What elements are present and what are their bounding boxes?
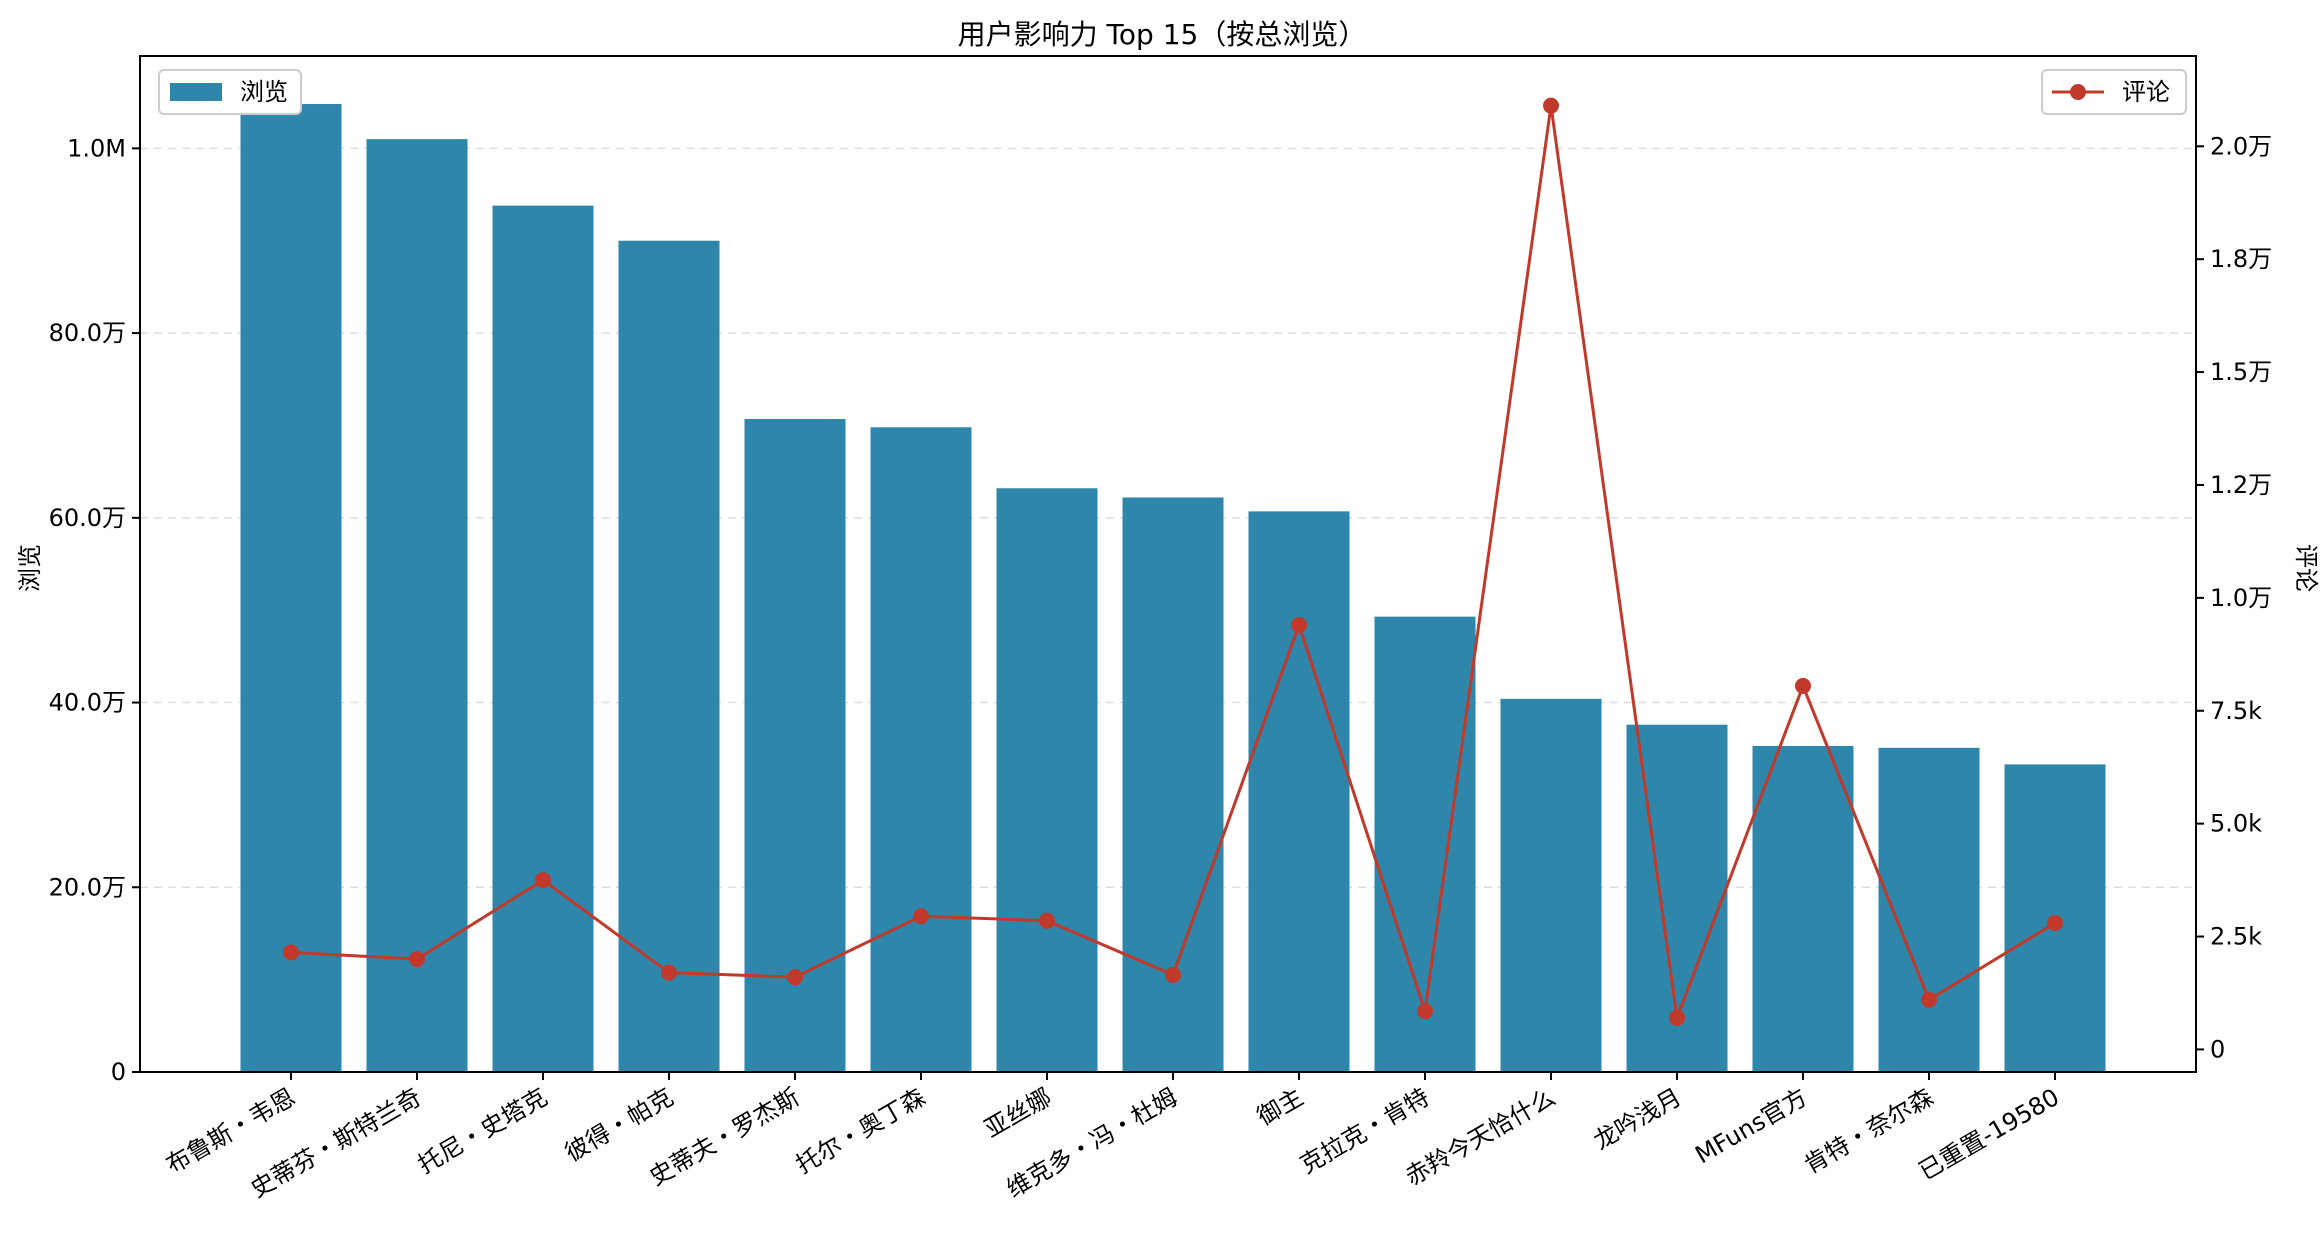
bar — [996, 488, 1098, 1072]
line-point — [1165, 966, 1181, 983]
bar — [1248, 511, 1350, 1072]
y2-tick-label: 1.5万 — [2210, 358, 2272, 386]
legend-comments-label: 评论 — [2122, 78, 2170, 106]
line-point — [1291, 616, 1307, 633]
bar — [240, 104, 342, 1072]
bar-series — [240, 104, 2106, 1073]
y-tick-label: 80.0万 — [49, 319, 126, 347]
line-point — [661, 964, 677, 981]
line-point — [1039, 912, 1055, 929]
x-tick-label: 托尔・奥丁森 — [791, 1083, 930, 1179]
bar — [1878, 747, 1980, 1072]
legend-comments: 评论 — [2041, 69, 2187, 115]
line-point — [1795, 677, 1811, 694]
y2-tick-label: 1.8万 — [2210, 245, 2272, 273]
line-point — [1543, 97, 1559, 114]
y2-tick-label: 2.0万 — [2210, 132, 2272, 160]
x-tick-label: 彼得・帕克 — [560, 1083, 678, 1167]
x-tick-label: 亚丝娜 — [980, 1083, 1056, 1143]
y2-tick-label: 5.0k — [2210, 810, 2262, 838]
bar — [870, 427, 972, 1072]
y-tick-label: 0 — [111, 1058, 126, 1086]
legend-views-label: 浏览 — [240, 78, 288, 106]
line-series — [283, 97, 2063, 1026]
x-tick-label: 龙吟浅月 — [1589, 1083, 1686, 1155]
y2-tick-label: 1.2万 — [2210, 471, 2272, 499]
legend-views: 浏览 — [158, 69, 302, 115]
y-tick-label: 60.0万 — [49, 504, 126, 532]
bar — [1752, 745, 1854, 1072]
y2-tick-label: 2.5k — [2210, 923, 2262, 951]
left-axis-ticks: 0 20.0万 40.0万 60.0万 80.0万 1.0M — [49, 134, 140, 1086]
line-point — [1669, 1009, 1685, 1026]
y-tick-label: 20.0万 — [49, 873, 126, 901]
y2-tick-label: 7.5k — [2210, 697, 2262, 725]
line-point — [283, 944, 299, 961]
y2-tick-label: 0 — [2210, 1035, 2225, 1063]
y-tick-label: 40.0万 — [49, 689, 126, 717]
right-axis-ticks: 0 2.5k 5.0k 7.5k 1.0万 1.2万 1.5万 1.8万 2.0万 — [2196, 132, 2272, 1063]
line-point — [1921, 991, 1937, 1008]
line-point — [787, 969, 803, 986]
bar — [366, 139, 468, 1073]
bar — [1122, 497, 1224, 1072]
line-point — [535, 872, 551, 889]
x-tick-label: 已重置-19580 — [1914, 1083, 2064, 1186]
y-axis-title: 浏览 — [16, 544, 44, 592]
bar — [618, 240, 720, 1072]
bar — [1374, 616, 1476, 1072]
x-tick-label: 御主 — [1252, 1083, 1308, 1131]
x-tick-label: 托尼・史塔克 — [413, 1083, 552, 1179]
x-tick-label: MFuns官方 — [1691, 1083, 1812, 1169]
bar — [1500, 698, 1602, 1072]
line-point — [409, 951, 425, 968]
line-point — [2047, 914, 2063, 931]
bar — [492, 205, 594, 1072]
legend-views-swatch — [170, 83, 222, 101]
y2-axis-title: 评论 — [2292, 544, 2320, 592]
plot-frame — [139, 55, 2197, 1073]
legend-comments-marker — [2070, 84, 2086, 100]
bar — [744, 418, 846, 1072]
y-tick-label: 1.0M — [67, 134, 126, 162]
line-point — [1417, 1003, 1433, 1020]
line-point — [913, 908, 929, 925]
chart-title: 用户影响力 Top 15（按总浏览） — [958, 18, 1367, 51]
y2-tick-label: 1.0万 — [2210, 584, 2272, 612]
axes — [139, 55, 2197, 1073]
